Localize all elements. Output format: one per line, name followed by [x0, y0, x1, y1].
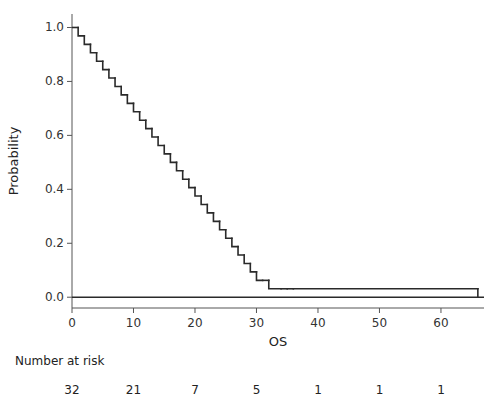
survival-step: [189, 179, 195, 187]
y-tick: [67, 81, 72, 82]
risk-number: 7: [191, 383, 199, 397]
risk-number: 1: [376, 383, 384, 397]
survival-step: [78, 27, 84, 35]
y-tick-label: 1.0: [45, 20, 64, 34]
survival-step: [109, 70, 115, 78]
survival-step: [213, 213, 219, 221]
survival-step: [293, 288, 477, 290]
survival-step: [133, 103, 139, 111]
y-tick-label: 0.2: [45, 236, 64, 250]
survival-step: [250, 263, 256, 271]
survival-step: [127, 95, 133, 103]
survival-step: [72, 27, 78, 29]
survival-step: [140, 112, 146, 120]
x-tick-label: 0: [68, 316, 76, 330]
y-tick: [67, 135, 72, 136]
survival-step: [263, 280, 269, 282]
survival-step: [238, 247, 244, 255]
plot-area: [72, 27, 484, 297]
survival-step: [170, 154, 176, 162]
survival-step: [477, 289, 479, 297]
x-tick-label: 60: [433, 316, 448, 330]
survival-step: [121, 86, 127, 94]
y-tick-label: 0.6: [45, 128, 64, 142]
x-tick-label: 20: [187, 316, 202, 330]
risk-number: 1: [314, 383, 322, 397]
y-tick: [67, 189, 72, 190]
x-tick: [194, 308, 195, 313]
survival-step: [269, 280, 281, 288]
survival-step: [97, 53, 103, 61]
y-tick-label: 0.8: [45, 74, 64, 88]
chart: 0.0 0.2 0.4 0.6 0.8 1.0 0 10 20 30 40 50 60 OS Probabi…: [0, 0, 500, 418]
survival-step: [256, 272, 262, 280]
survival-step: [115, 78, 121, 86]
survival-step: [164, 145, 170, 153]
survival-step: [103, 61, 109, 69]
x-tick-label: 40: [310, 316, 325, 330]
y-tick-label: 0.0: [45, 290, 64, 304]
x-tick: [72, 308, 73, 313]
risk-number: 32: [64, 383, 79, 397]
survival-step: [146, 120, 152, 128]
y-axis-line: [72, 14, 73, 308]
y-tick-label: 0.4: [45, 182, 64, 196]
survival-step: [207, 204, 213, 212]
survival-step: [84, 36, 90, 44]
x-tick-label: 50: [372, 316, 387, 330]
survival-step: [281, 288, 287, 290]
survival-step: [152, 129, 158, 137]
survival-step: [90, 44, 96, 52]
survival-step: [177, 162, 183, 170]
risk-label: Number at risk: [15, 354, 104, 368]
survival-step: [183, 171, 189, 179]
survival-step: [287, 288, 293, 290]
y-axis-label: Probability: [6, 126, 21, 195]
survival-step: [226, 230, 232, 238]
x-tick: [440, 308, 441, 313]
x-tick: [379, 308, 380, 313]
x-tick: [133, 308, 134, 313]
x-axis-label: OS: [269, 334, 287, 349]
x-tick: [256, 308, 257, 313]
survival-step: [220, 221, 226, 229]
x-tick: [317, 308, 318, 313]
reference-line: [72, 296, 484, 298]
y-tick: [67, 297, 72, 298]
x-tick-label: 10: [126, 316, 141, 330]
survival-step: [195, 188, 201, 196]
x-tick-label: 30: [249, 316, 264, 330]
survival-step: [201, 196, 207, 204]
risk-number: 5: [253, 383, 261, 397]
risk-number: 21: [126, 383, 141, 397]
y-tick: [67, 243, 72, 244]
survival-step: [244, 255, 250, 263]
risk-number: 1: [437, 383, 445, 397]
survival-step: [158, 137, 164, 145]
survival-step: [232, 238, 238, 246]
y-tick: [67, 27, 72, 28]
